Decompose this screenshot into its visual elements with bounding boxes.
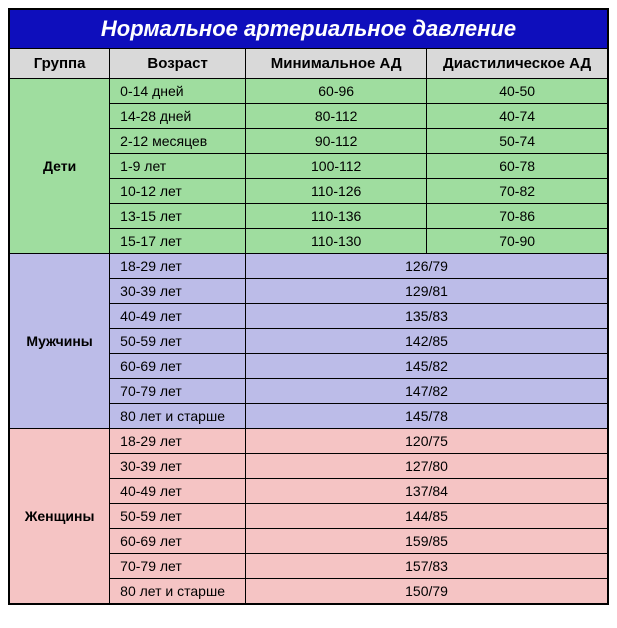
value-cell: 157/83 [246, 554, 608, 579]
age-cell: 10-12 лет [110, 179, 246, 204]
table-row: Мужчины18-29 лет126/79 [9, 254, 608, 279]
age-cell: 50-59 лет [110, 504, 246, 529]
value-cell: 147/82 [246, 379, 608, 404]
min-cell: 110-136 [246, 204, 427, 229]
value-cell: 142/85 [246, 329, 608, 354]
age-cell: 80 лет и старше [110, 404, 246, 429]
age-cell: 70-79 лет [110, 554, 246, 579]
age-cell: 50-59 лет [110, 329, 246, 354]
value-cell: 145/82 [246, 354, 608, 379]
age-cell: 60-69 лет [110, 529, 246, 554]
value-cell: 150/79 [246, 579, 608, 604]
value-cell: 120/75 [246, 429, 608, 454]
age-cell: 30-39 лет [110, 454, 246, 479]
value-cell: 126/79 [246, 254, 608, 279]
dia-cell: 70-82 [427, 179, 608, 204]
table-row: Женщины18-29 лет120/75 [9, 429, 608, 454]
group-cell: Женщины [9, 429, 110, 604]
header-group: Группа [9, 49, 110, 79]
age-cell: 18-29 лет [110, 254, 246, 279]
title-row: Нормальное артериальное давление [9, 9, 608, 49]
dia-cell: 60-78 [427, 154, 608, 179]
table-row: Дети0-14 дней60-9640-50 [9, 79, 608, 104]
dia-cell: 50-74 [427, 129, 608, 154]
group-cell: Мужчины [9, 254, 110, 429]
min-cell: 110-126 [246, 179, 427, 204]
min-cell: 90-112 [246, 129, 427, 154]
dia-cell: 40-50 [427, 79, 608, 104]
age-cell: 60-69 лет [110, 354, 246, 379]
age-cell: 2-12 месяцев [110, 129, 246, 154]
min-cell: 80-112 [246, 104, 427, 129]
table-title: Нормальное артериальное давление [9, 9, 608, 49]
age-cell: 30-39 лет [110, 279, 246, 304]
min-cell: 60-96 [246, 79, 427, 104]
blood-pressure-table: Нормальное артериальное давление Группа … [8, 8, 609, 605]
age-cell: 13-15 лет [110, 204, 246, 229]
header-min: Минимальное АД [246, 49, 427, 79]
value-cell: 135/83 [246, 304, 608, 329]
value-cell: 159/85 [246, 529, 608, 554]
dia-cell: 70-90 [427, 229, 608, 254]
min-cell: 100-112 [246, 154, 427, 179]
age-cell: 80 лет и старше [110, 579, 246, 604]
age-cell: 14-28 дней [110, 104, 246, 129]
min-cell: 110-130 [246, 229, 427, 254]
value-cell: 145/78 [246, 404, 608, 429]
age-cell: 15-17 лет [110, 229, 246, 254]
age-cell: 70-79 лет [110, 379, 246, 404]
value-cell: 127/80 [246, 454, 608, 479]
age-cell: 40-49 лет [110, 479, 246, 504]
group-cell: Дети [9, 79, 110, 254]
dia-cell: 70-86 [427, 204, 608, 229]
age-cell: 0-14 дней [110, 79, 246, 104]
dia-cell: 40-74 [427, 104, 608, 129]
value-cell: 137/84 [246, 479, 608, 504]
value-cell: 144/85 [246, 504, 608, 529]
value-cell: 129/81 [246, 279, 608, 304]
age-cell: 18-29 лет [110, 429, 246, 454]
age-cell: 1-9 лет [110, 154, 246, 179]
header-age: Возраст [110, 49, 246, 79]
header-dia: Диастилическое АД [427, 49, 608, 79]
header-row: Группа Возраст Минимальное АД Диастиличе… [9, 49, 608, 79]
age-cell: 40-49 лет [110, 304, 246, 329]
